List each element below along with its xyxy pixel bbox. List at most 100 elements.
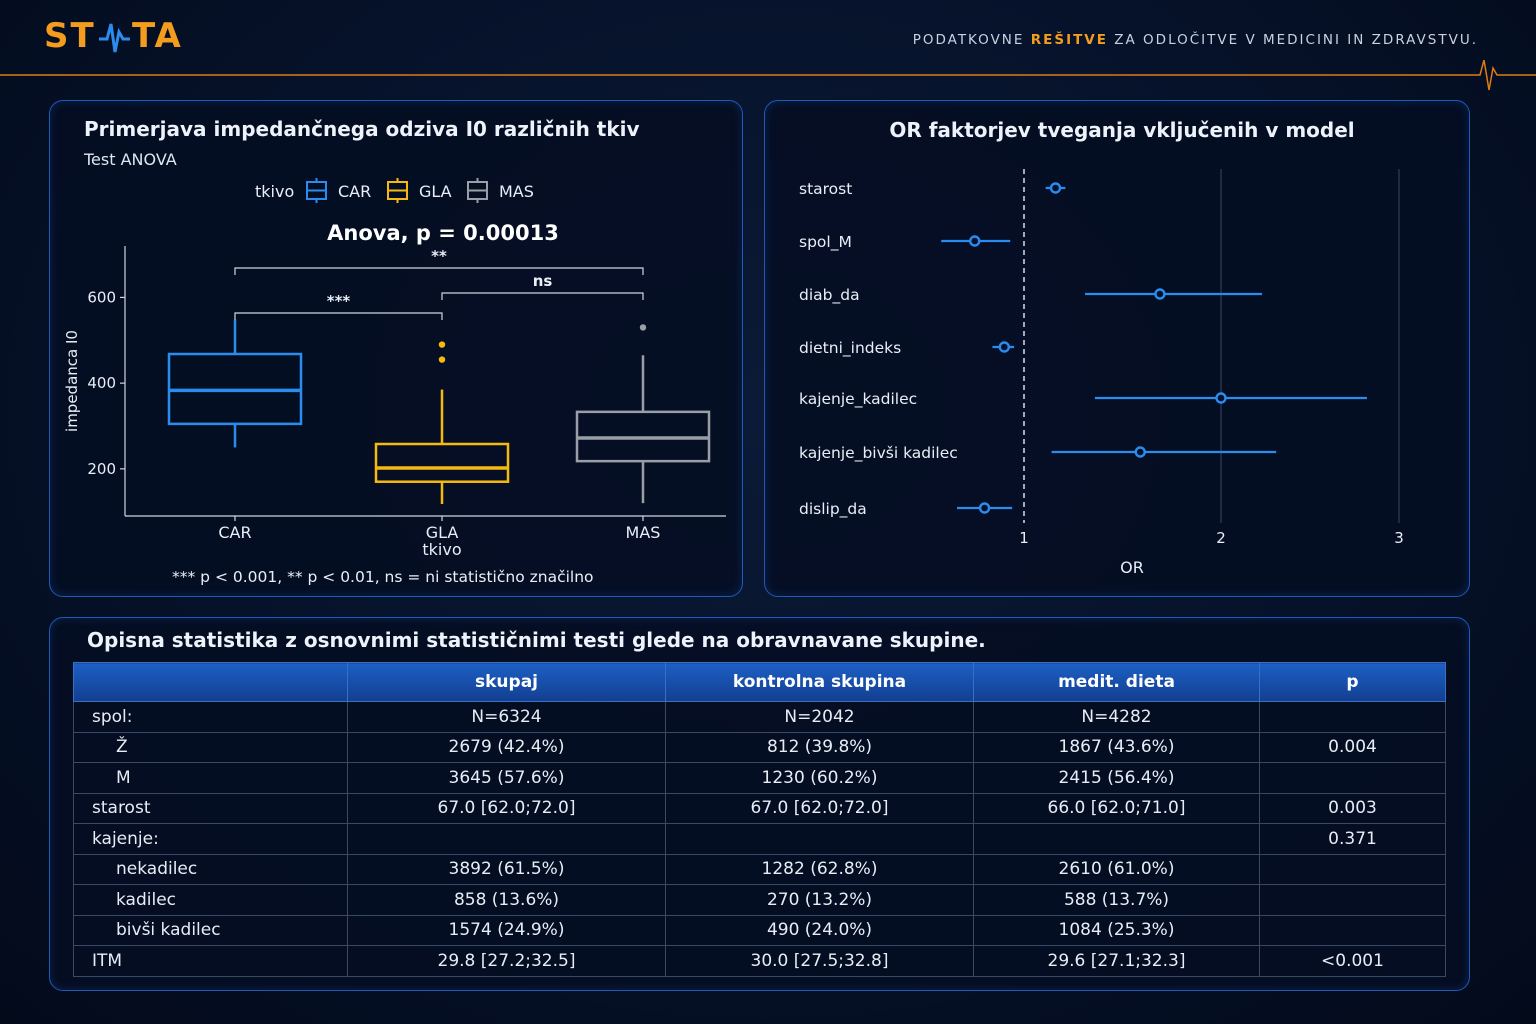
boxplot-subtitle: Test ANOVA	[84, 150, 177, 169]
table-cell	[1259, 701, 1446, 733]
table-row: nekadilec 3892 (61.5%) 1282 (62.8%) 2610 (6…	[73, 853, 1446, 885]
row-label: starost	[73, 792, 348, 824]
header: ST TA PODATKOVNE REŠITVE ZA ODLOČITVE V …	[0, 0, 1536, 80]
table-cell: 67.0 [62.0;72.0]	[347, 792, 666, 824]
table-cell: 2679 (42.4%)	[347, 731, 666, 763]
table-title: Opisna statistika z osnovnimi statističn…	[87, 628, 986, 652]
or-panel: OR faktorjev tveganja vključenih v model…	[764, 100, 1470, 597]
table-cell: 0.004	[1259, 731, 1446, 763]
boxplot-footnote: *** p < 0.001, ** p < 0.01, ns = ni stat…	[172, 568, 594, 586]
or-row: kajenje_kadilec	[799, 390, 1367, 409]
boxplot-title: Primerjava impedančnega odziva I0 različ…	[84, 117, 640, 141]
outlier-point	[438, 356, 446, 363]
legend-label-gla: GLA	[419, 182, 452, 201]
row-label: Ž	[73, 731, 348, 763]
table-cell: 30.0 [27.5;32.8]	[665, 945, 974, 977]
or-row-label: kajenje_kadilec	[799, 390, 917, 409]
or-tick-label: 3	[1394, 529, 1404, 547]
bracket-label: ***	[327, 292, 351, 310]
box-iqr	[374, 442, 510, 483]
table-row: kajenje: 0.371	[73, 823, 1446, 855]
legend-item-car: CAR	[306, 178, 371, 203]
bracket-label: **	[431, 247, 447, 265]
comparison-bracket: ns	[441, 272, 644, 300]
table-cell: 0.003	[1259, 792, 1446, 824]
row-label: kadilec	[73, 884, 348, 916]
boxplot-chart: tkivo CAR GLA MAS Anova, p = 0.00013 200 40…	[63, 178, 726, 586]
svg-text:TA: TA	[132, 16, 183, 54]
table-cell: N=4282	[973, 701, 1260, 733]
bracket-label: ns	[533, 272, 553, 290]
table-row: bivši kadilec 1574 (24.9%) 490 (24.0%) 1084…	[73, 914, 1446, 946]
table-header-cell: kontrolna skupina	[665, 662, 974, 702]
table-cell: 29.6 [27.1;32.3]	[973, 945, 1260, 977]
table-cell: 1282 (62.8%)	[665, 853, 974, 885]
or-row: dislip_da	[799, 500, 1013, 519]
or-title: OR faktorjev tveganja vključenih v model	[889, 118, 1354, 142]
bracket-line	[234, 312, 443, 320]
or-row: spol_M	[799, 233, 1011, 252]
or-row-label: starost	[799, 180, 852, 198]
table-row: M 3645 (57.6%) 1230 (60.2%) 2415 (56.4%)	[73, 762, 1446, 794]
table-cell	[1259, 853, 1446, 885]
x-tick-label-car: CAR	[218, 523, 251, 542]
or-point	[1154, 288, 1166, 300]
or-point	[1134, 446, 1146, 458]
tagline: PODATKOVNE REŠITVE ZA ODLOČITVE V MEDICI…	[912, 32, 1478, 48]
table-cell: N=6324	[347, 701, 666, 733]
table-cell: 3892 (61.5%)	[347, 853, 666, 885]
table-row: ITM 29.8 [27.2;32.5] 30.0 [27.5;32.8] 29.6 …	[73, 945, 1446, 977]
table-row: spol: N=6324 N=2042 N=4282	[73, 701, 1446, 733]
table-cell	[1259, 762, 1446, 794]
stata-logo: ST TA	[44, 16, 183, 54]
outlier-point	[639, 324, 647, 331]
outlier-point	[438, 341, 446, 348]
table-cell: 0.371	[1259, 823, 1446, 855]
table-cell	[973, 823, 1260, 855]
table-header-cell: p	[1259, 662, 1446, 702]
or-point	[1049, 182, 1062, 194]
boxplot-panel: Primerjava impedančnega odziva I0 različ…	[49, 100, 743, 597]
table-cell: 1230 (60.2%)	[665, 762, 974, 794]
y-tick-label: 600	[87, 288, 116, 306]
or-row-label: diab_da	[799, 286, 860, 305]
or-tick-label: 2	[1216, 529, 1226, 547]
or-point	[978, 502, 991, 514]
or-point	[969, 235, 981, 247]
table-cell: 66.0 [62.0;71.0]	[973, 792, 1260, 824]
table-header-cell: skupaj	[347, 662, 666, 702]
or-row-label: spol_M	[799, 233, 852, 252]
table-cell: 2610 (61.0%)	[973, 853, 1260, 885]
table-cell: 858 (13.6%)	[347, 884, 666, 916]
legend-label-car: CAR	[338, 182, 371, 201]
comparison-bracket: ***	[234, 292, 443, 320]
box-gla	[374, 341, 510, 504]
or-row-label: dietni_indeks	[799, 339, 901, 358]
bracket-line	[234, 267, 644, 275]
or-point	[1215, 392, 1227, 404]
table-cell: 29.8 [27.2;32.5]	[347, 945, 666, 977]
table-panel: Opisna statistika z osnovnimi statističn…	[49, 617, 1470, 991]
legend-item-gla: GLA	[387, 178, 452, 203]
header-pulse-line	[0, 60, 1536, 91]
or-row: starost	[799, 180, 1066, 198]
or-row: diab_da	[799, 286, 1262, 305]
table-cell	[665, 823, 974, 855]
table-header-cell: medit. dieta	[973, 662, 1260, 702]
table-cell	[1259, 884, 1446, 916]
x-tick-label-mas: MAS	[626, 523, 661, 542]
x-tick-label-gla: GLA	[426, 523, 459, 542]
table-cell: 2415 (56.4%)	[973, 762, 1260, 794]
x-axis-label: tkivo	[422, 540, 461, 559]
table-row: kadilec 858 (13.6%) 270 (13.2%) 588 (13.7%)	[73, 884, 1446, 916]
row-label: spol:	[73, 701, 348, 733]
table-cell: <0.001	[1259, 945, 1446, 977]
or-forest-chart: OR faktorjev tveganja vključenih v model…	[799, 118, 1404, 577]
table-cell	[1259, 914, 1446, 946]
or-point	[998, 341, 1011, 353]
box-car	[167, 319, 303, 448]
svg-text:ST: ST	[44, 16, 96, 54]
table-cell: 490 (24.0%)	[665, 914, 974, 946]
y-axis-label: impedanca I0	[63, 330, 81, 432]
table-cell: 1867 (43.6%)	[973, 731, 1260, 763]
